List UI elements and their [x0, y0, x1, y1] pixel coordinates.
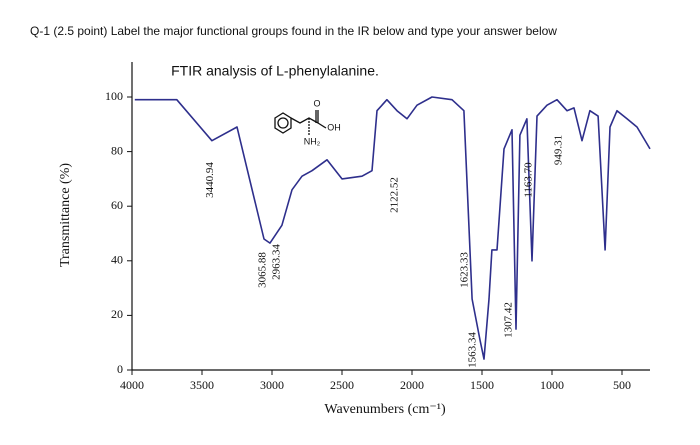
peak-label: 2122.52 — [388, 177, 400, 213]
x-tick-label: 2500 — [330, 378, 354, 392]
x-axis-label: Wavenumbers (cm⁻¹) — [324, 402, 446, 417]
y-tick-label: 0 — [117, 362, 123, 376]
question: Q-1 (2.5 point) Label the major function… — [30, 24, 557, 38]
x-tick-label: 1500 — [470, 378, 494, 392]
x-tick-label: 1000 — [540, 378, 564, 392]
peak-label: 3065.88 — [256, 252, 268, 288]
molecule — [274, 110, 327, 136]
peak-label: 3440.94 — [204, 162, 216, 198]
peak-label: 1623.33 — [458, 252, 470, 288]
x-tick-label: 3500 — [190, 378, 214, 392]
y-tick-label: 80 — [111, 143, 123, 157]
chart-title: FTIR analysis of L-phenylalanine. — [171, 63, 379, 79]
peak-label: 1307.42 — [502, 302, 514, 338]
structure-label: NH₂ — [304, 136, 321, 146]
y-tick-label: 20 — [111, 307, 123, 321]
y-tick-label: 100 — [105, 89, 123, 103]
spectrum-line — [134, 96, 651, 360]
y-axis-label: Transmittance (%) — [58, 163, 73, 267]
peak-label: 2963.34 — [271, 244, 283, 280]
peak-label: 1163.70 — [523, 162, 535, 198]
y-tick-label: 60 — [111, 198, 123, 212]
y-tick-label: 40 — [111, 253, 123, 267]
peak-label: 949.31 — [553, 135, 565, 165]
x-tick-label: 3000 — [260, 378, 284, 392]
x-tick-label: 4000 — [120, 378, 144, 392]
peak-label: 1563.34 — [467, 332, 479, 368]
structure-label: OH — [327, 122, 341, 132]
x-tick-label: 500 — [613, 378, 631, 392]
structure-label: O — [313, 98, 320, 108]
x-tick-label: 2000 — [400, 378, 424, 392]
